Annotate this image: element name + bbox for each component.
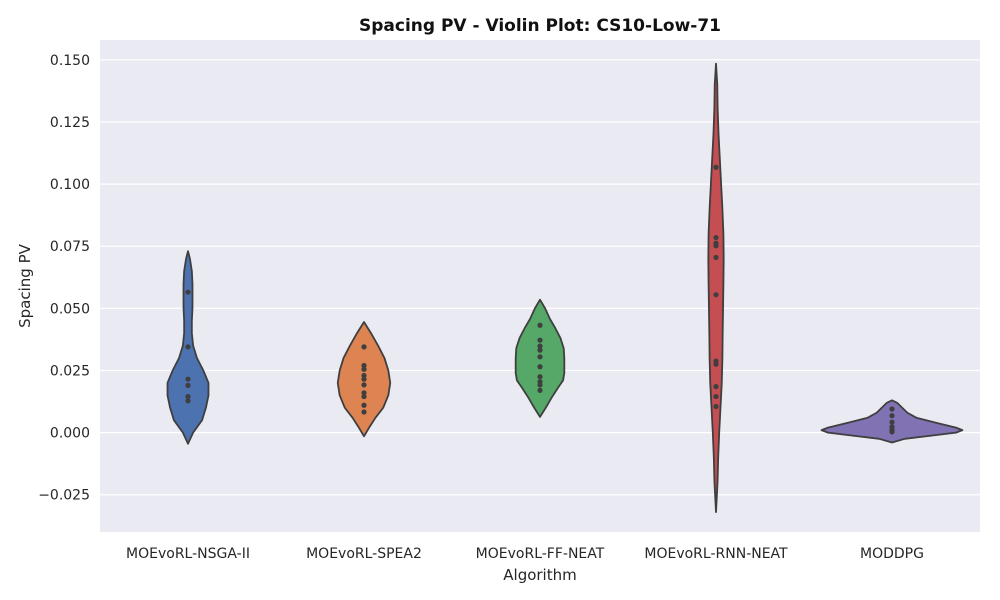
data-point	[185, 344, 191, 350]
data-point	[713, 234, 719, 241]
x-tick-label: MOEvoRL-SPEA2	[306, 546, 422, 562]
data-point	[889, 413, 895, 419]
data-point	[185, 376, 191, 382]
data-point	[537, 322, 543, 328]
data-point	[713, 393, 719, 400]
data-point	[361, 366, 367, 372]
data-point	[361, 390, 367, 396]
data-point	[713, 164, 719, 170]
data-point	[185, 289, 191, 295]
y-tick-label: 0.050	[50, 301, 90, 317]
x-tick-label: MOEvoRL-NSGA-II	[126, 546, 250, 562]
x-tick-label: MODDPG	[860, 546, 924, 562]
y-tick-label: 0.075	[50, 239, 90, 255]
data-point	[361, 372, 367, 379]
y-tick-label: 0.150	[50, 53, 90, 69]
y-tick-label: 0.000	[50, 426, 90, 442]
data-point	[361, 382, 367, 388]
x-axis-label: Algorithm	[503, 566, 576, 584]
data-point	[889, 419, 895, 425]
data-point	[361, 344, 367, 350]
data-point	[537, 337, 543, 343]
violin-group	[514, 298, 566, 418]
plot-area	[100, 40, 980, 532]
data-point	[185, 393, 191, 400]
data-point	[361, 402, 367, 408]
data-point	[537, 374, 543, 380]
x-tick-label: MOEvoRL-FF-NEAT	[476, 546, 605, 562]
violin-group	[707, 62, 725, 514]
y-tick-label: 0.100	[50, 177, 90, 193]
y-axis-label: Spacing PV	[16, 243, 34, 327]
data-point	[713, 243, 719, 249]
data-point	[185, 398, 191, 404]
violin-body	[707, 62, 725, 514]
y-tick-label: 0.125	[50, 115, 90, 131]
data-point	[361, 393, 367, 400]
data-point	[185, 382, 191, 388]
data-point	[537, 343, 543, 349]
data-point	[713, 403, 719, 410]
data-point	[361, 362, 367, 369]
data-point	[713, 361, 719, 367]
y-tick-label: −0.025	[38, 488, 90, 504]
violin-group	[166, 250, 210, 445]
violin-group	[336, 321, 392, 438]
data-point	[713, 292, 719, 298]
data-point	[537, 382, 543, 388]
data-point	[713, 254, 719, 261]
violins	[166, 62, 964, 514]
x-tick-label: MOEvoRL-RNN-NEAT	[644, 546, 788, 562]
x-tick-labels: MOEvoRL-NSGA-II MOEvoRL-SPEA2 MOEvoRL-FF-N…	[126, 546, 924, 562]
data-point	[713, 384, 719, 390]
y-tick-label: 0.025	[50, 363, 90, 379]
y-tick-labels: −0.025 0.000 0.025 0.050 0.075 0.100 0.125 0.15…	[38, 53, 90, 504]
data-point	[537, 354, 543, 360]
data-point	[361, 409, 367, 415]
chart-title: Spacing PV - Violin Plot: CS10-Low-71	[359, 16, 721, 36]
violin-group	[820, 399, 964, 444]
data-point	[889, 429, 895, 435]
data-point	[537, 347, 543, 353]
data-point	[537, 387, 543, 393]
data-point	[537, 364, 543, 370]
data-point	[889, 406, 895, 412]
data-point	[361, 376, 367, 382]
